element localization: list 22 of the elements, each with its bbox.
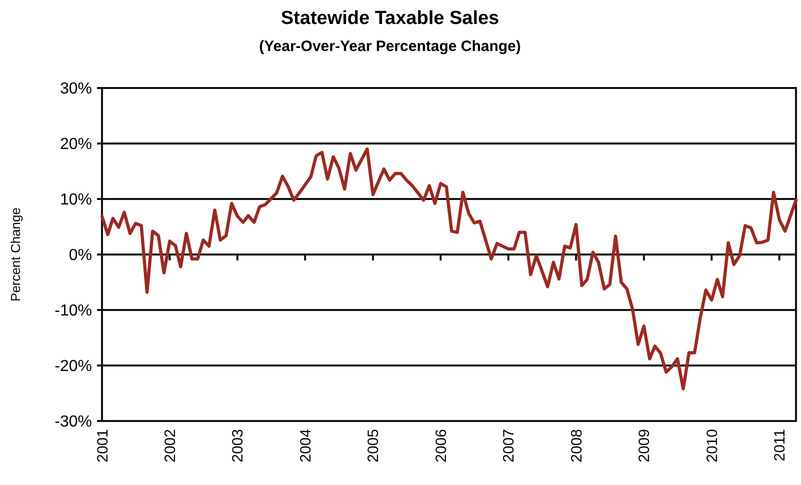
y-axis-title: Percent Change <box>8 208 23 302</box>
x-tick-label: 2006 <box>432 429 450 462</box>
x-tick-label: 2007 <box>500 429 518 462</box>
y-tick-label: -10% <box>54 302 92 320</box>
chart-subtitle: (Year-Over-Year Percentage Change) <box>259 38 521 55</box>
y-tick-label: 20% <box>60 136 92 154</box>
x-tick-label: 2009 <box>636 429 654 462</box>
x-tick-label: 2004 <box>297 429 314 462</box>
x-tick-label: 2002 <box>162 429 179 462</box>
x-tick-label: 2003 <box>230 429 247 462</box>
y-tick-label: 10% <box>60 192 92 209</box>
y-tick-label: -30% <box>54 414 92 431</box>
x-tick-label: 2005 <box>365 429 382 462</box>
x-tick-label: 2010 <box>704 429 721 462</box>
chart-title: Statewide Taxable Sales <box>280 8 500 29</box>
x-tick-label: 2008 <box>568 429 586 462</box>
y-tick-label: 0% <box>68 247 92 264</box>
x-tick-label: 2011 <box>772 429 789 462</box>
line-series <box>100 147 798 390</box>
x-tick-label: 2001 <box>94 429 112 462</box>
y-tick-label: 30% <box>60 80 92 98</box>
y-tick-label: -20% <box>54 358 92 376</box>
